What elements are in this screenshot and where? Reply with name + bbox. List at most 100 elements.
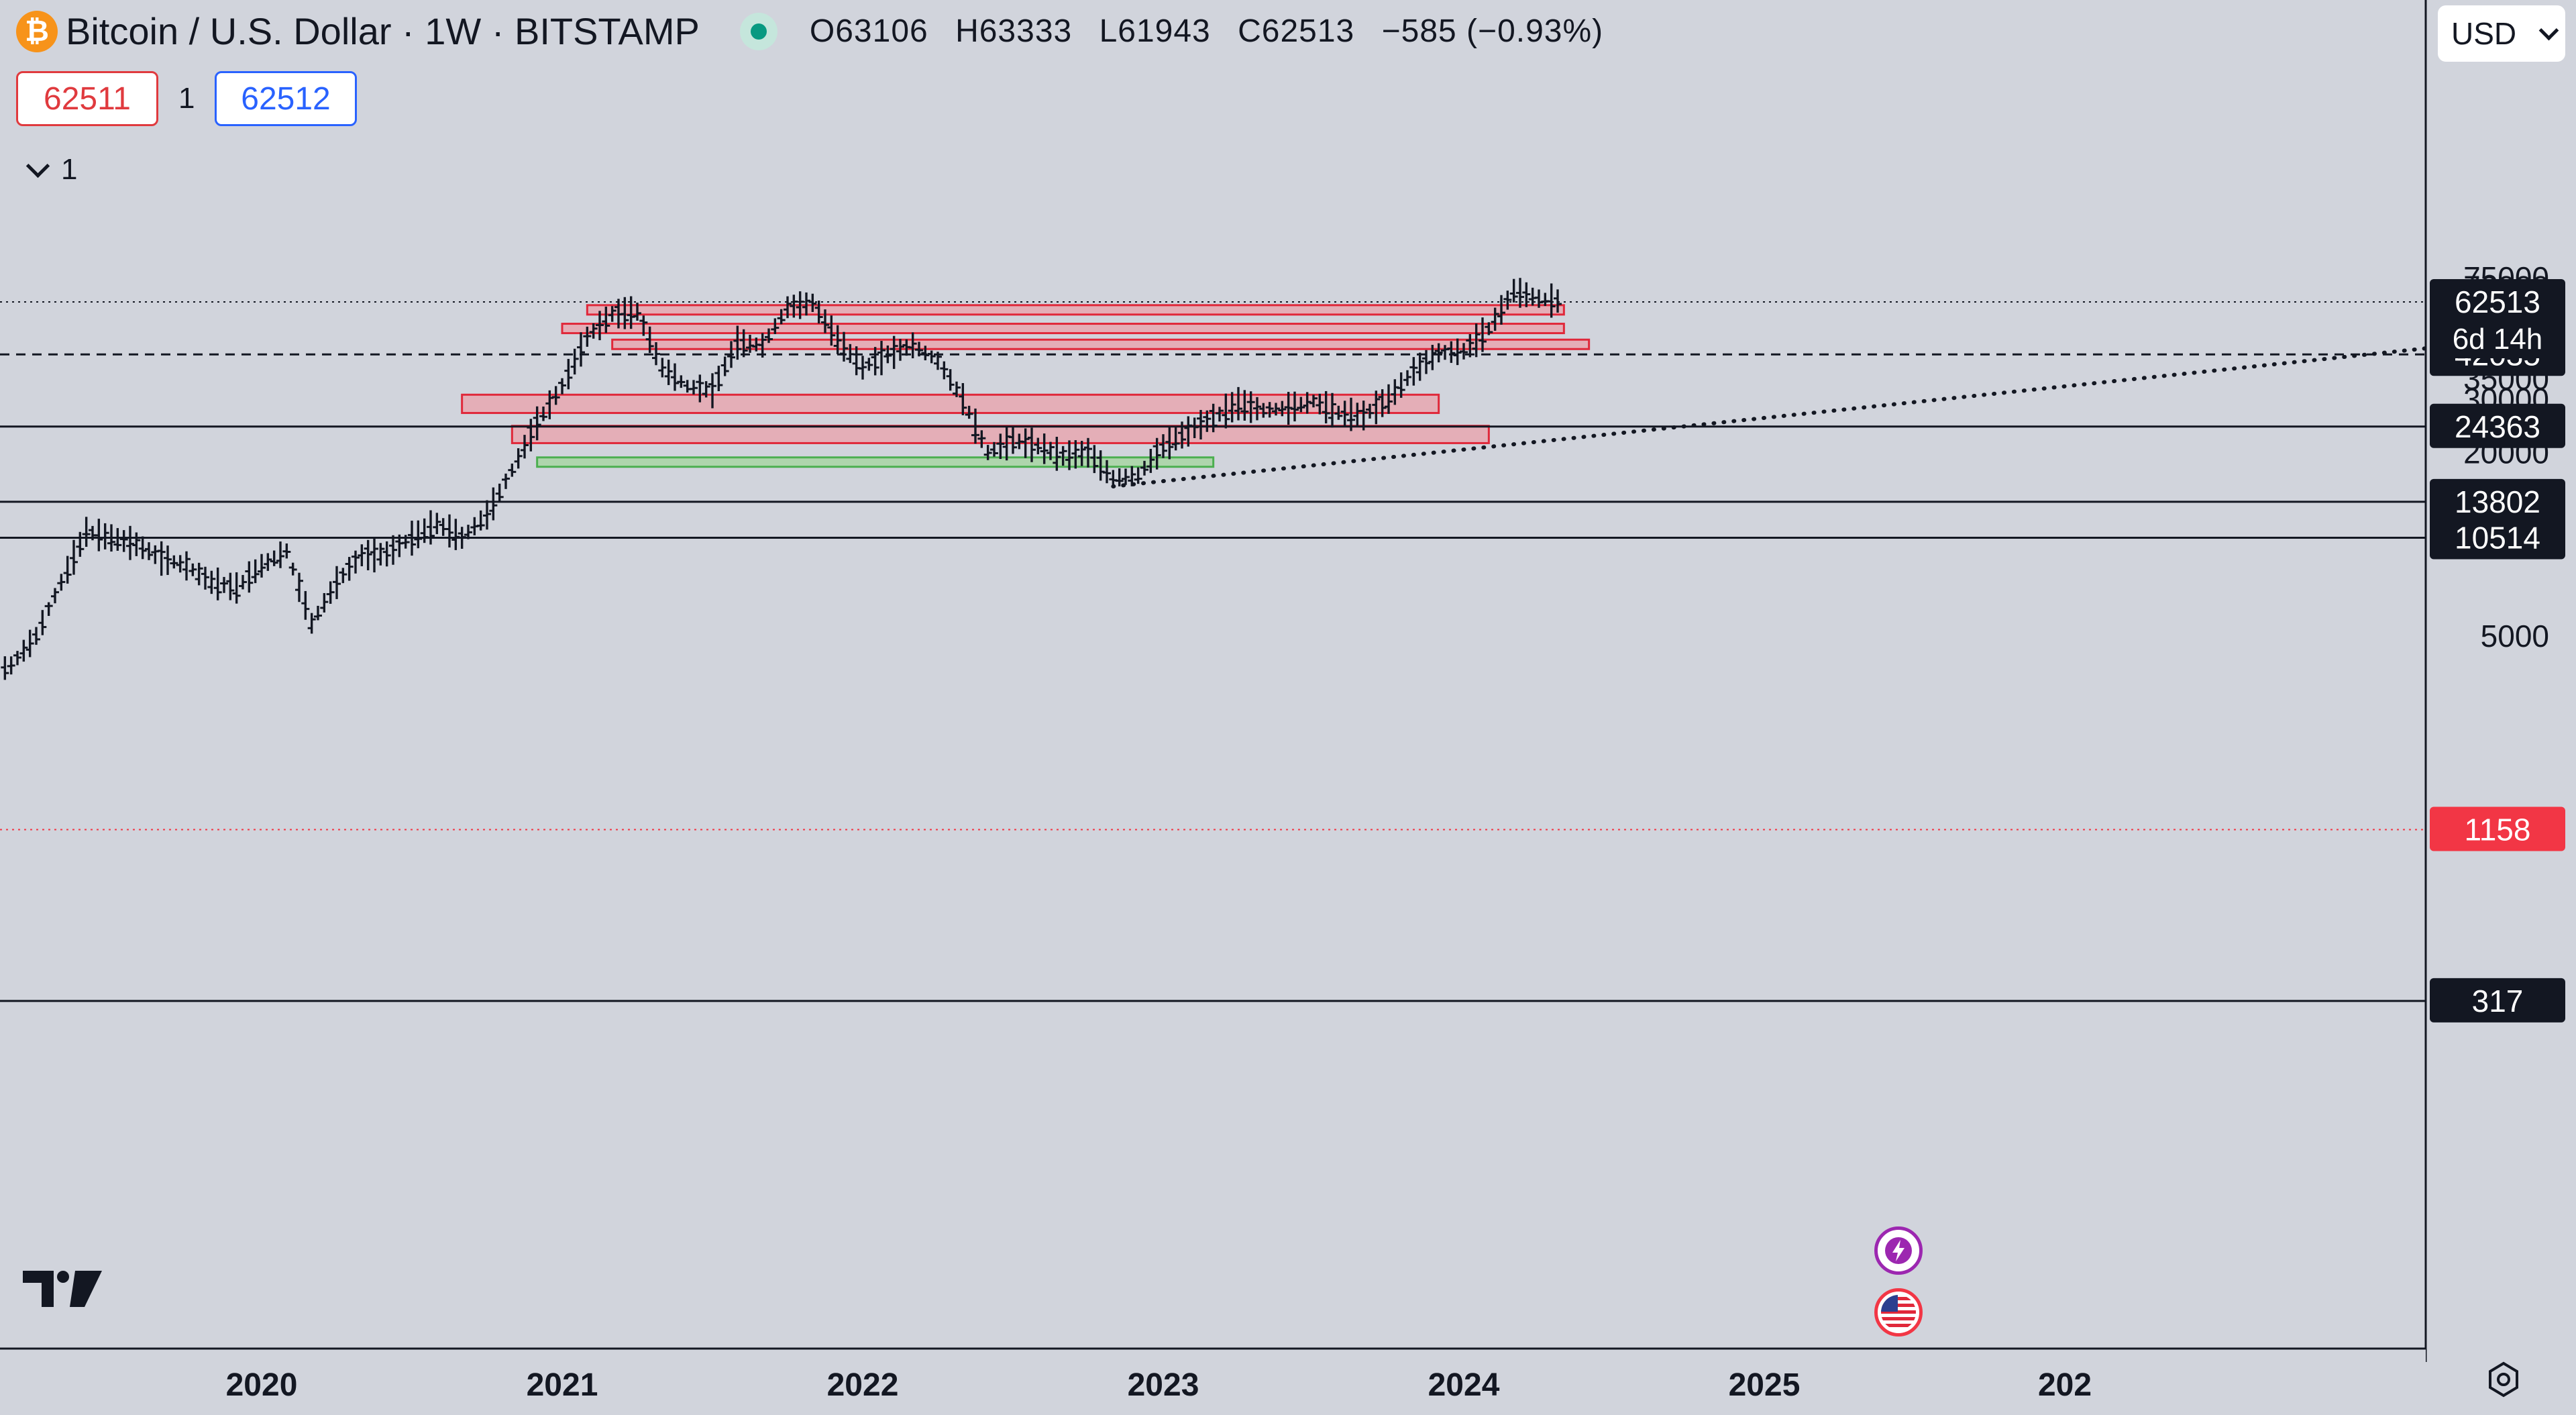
ohlc-bar: [364, 539, 372, 570]
ohlc-bar: [358, 544, 366, 566]
ohlc-bar: [527, 419, 535, 452]
ohlc-bar: [333, 566, 341, 599]
ohlc-bar: [1316, 393, 1324, 415]
ohlc-bar: [859, 356, 867, 380]
ohlc-bar: [583, 326, 592, 347]
price-label-box-317: [2430, 978, 2565, 1023]
ohlc-bar: [1234, 386, 1242, 421]
ohlc-bar: [953, 381, 961, 397]
close-label: C: [1238, 13, 1262, 49]
sell-button[interactable]: 62511: [16, 71, 158, 126]
symbol-header: ₿ Bitcoin / U.S. Dollar · 1W · BITSTAMP …: [16, 9, 1603, 53]
ohlc-bar: [877, 341, 885, 376]
high-label: H: [955, 13, 979, 49]
ohlc-bar: [483, 500, 491, 530]
ohlc-bar: [564, 358, 573, 390]
high-value: 63333: [979, 13, 1073, 49]
ohlc-bar: [1265, 402, 1274, 418]
ohlc-bar: [733, 325, 742, 360]
resistance-zone-3: [461, 393, 1440, 415]
ohlc-bar: [890, 335, 898, 369]
price-label-box-10514: [2430, 515, 2565, 560]
ohlc-bar: [295, 572, 303, 602]
chevron-down-icon: [25, 154, 50, 178]
ohlc-bar: [727, 341, 735, 368]
ohlc-bar: [1503, 291, 1512, 310]
ohlc-bar: [808, 293, 817, 313]
price-axis-layer: 7500070000650005500050000450004000035000…: [2424, 0, 2576, 1362]
ohlc-bar: [714, 366, 723, 391]
tradingview-logo-icon[interactable]: [23, 1265, 103, 1316]
ohlc-bar: [1359, 401, 1368, 431]
last-price-box: [2430, 279, 2565, 358]
ohlc-bar: [314, 605, 322, 621]
lightning-event-icon[interactable]: [1874, 1226, 1923, 1275]
ohlc-bar: [645, 326, 654, 354]
x-tick-label: 2020: [226, 1367, 298, 1403]
price-label-1158: 1158: [2465, 812, 2531, 847]
ohlc-bar: [213, 567, 222, 600]
ohlc-bar: [126, 525, 134, 560]
ohlc-bar: [1297, 397, 1305, 413]
bitcoin-icon: ₿: [16, 10, 58, 52]
ohlc-bar: [1516, 278, 1524, 308]
ohlc-bar: [1428, 344, 1437, 370]
ohlc-bar: [301, 590, 310, 620]
ohlc-bar: [245, 561, 254, 593]
ohlc-bar: [871, 347, 879, 376]
ohlc-bar: [1077, 441, 1086, 466]
ohlc-bar: [1422, 350, 1430, 374]
ohlc-bar: [570, 348, 579, 375]
ohlc-bar: [959, 382, 967, 415]
ohlc-bar: [420, 518, 429, 543]
ohlc-bar: [1222, 393, 1230, 429]
ohlc-bar: [1253, 397, 1261, 421]
ohlc-bar: [846, 344, 855, 364]
ohlc-bar: [113, 528, 122, 551]
ohlc-bar: [1046, 441, 1055, 460]
spread-value: 1: [178, 82, 195, 115]
ohlc-bar: [1090, 445, 1099, 474]
ohlc-bar: [433, 513, 441, 535]
ohlc-bar: [1554, 289, 1562, 313]
y-tick-label: 5000: [2481, 619, 2549, 653]
ohlc-bar: [38, 610, 47, 635]
ohlc-bar: [1228, 392, 1236, 423]
ohlc-bar: [145, 542, 153, 560]
currency-select[interactable]: USD: [2438, 5, 2565, 62]
ohlc-bar: [739, 329, 748, 358]
ohlc-bar: [157, 541, 166, 576]
ohlc-bar: [1071, 440, 1080, 469]
time-axis-layer: 182019202020212022202320242025202: [0, 1347, 2426, 1415]
ohlc-bar: [814, 301, 823, 324]
ohlc-bar: [1134, 467, 1142, 484]
ohlc-bar: [389, 535, 397, 565]
settings-icon[interactable]: [2485, 1361, 2522, 1398]
ohlc-bar: [1272, 403, 1280, 416]
ohlc-bar: [940, 361, 949, 380]
symbol-title[interactable]: Bitcoin / U.S. Dollar · 1W · BITSTAMP: [66, 10, 700, 52]
ohlc-bar: [13, 651, 21, 666]
resistance-zone-1: [561, 323, 1565, 335]
bar-countdown-label: 6d 14h: [2453, 323, 2543, 356]
ohlc-bar: [1165, 426, 1174, 460]
ohlc-bar: [282, 543, 291, 559]
ohlc-bar: [44, 602, 53, 616]
ohlc-bar: [201, 566, 209, 590]
ohlc-bar: [758, 333, 767, 358]
ohlc-bar: [1146, 449, 1155, 473]
open-label: O: [809, 13, 836, 49]
ohlc-bar: [1460, 343, 1468, 360]
ohlc-bar: [1115, 468, 1124, 486]
ohlc-bar: [1522, 282, 1531, 307]
price-label-24363: 24363: [2455, 409, 2540, 444]
market-status-icon[interactable]: [739, 12, 777, 50]
ohlc-bar: [1084, 437, 1092, 468]
ohlc-bar: [376, 543, 385, 566]
buy-button[interactable]: 62512: [215, 71, 357, 126]
indicators-toggle[interactable]: 1: [25, 153, 77, 187]
ohlc-bar: [883, 345, 892, 364]
us-flag-event-icon[interactable]: [1874, 1288, 1923, 1337]
ohlc-bar: [796, 291, 804, 319]
